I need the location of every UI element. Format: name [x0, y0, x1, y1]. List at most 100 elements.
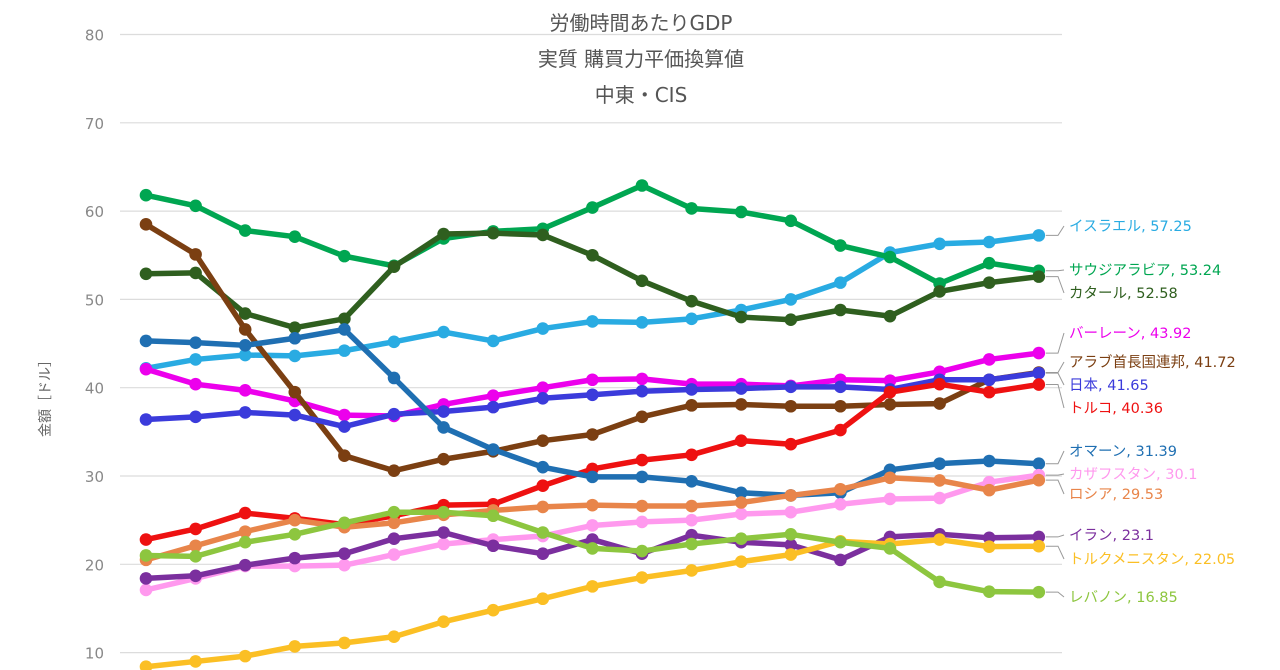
data-point-イラン-8 — [536, 547, 550, 561]
data-point-アラブ首長国連邦-10 — [635, 410, 649, 424]
data-point-日本-13 — [784, 380, 798, 394]
data-point-アラブ首長国連邦-3 — [288, 385, 302, 399]
data-point-アラブ首長国連邦-12 — [734, 398, 748, 411]
data-point-イスラエル-18 — [1032, 229, 1046, 242]
data-point-カザフスタン-16 — [933, 491, 946, 505]
data-point-イスラエル-2 — [238, 348, 252, 362]
leader-line-トルクメニスタン — [1045, 545, 1065, 560]
data-point-カタール-15 — [883, 309, 897, 323]
data-point-サウジアラビア-10 — [635, 179, 649, 192]
data-point-ロシア-12 — [734, 496, 748, 509]
data-point-オマーン-10 — [635, 470, 649, 484]
data-point-トルクメニスタン-18 — [1032, 539, 1046, 553]
data-point-レバノン-16 — [933, 575, 946, 589]
leader-line-イラン — [1045, 534, 1065, 538]
chart-title: 労働時間あたりGDP 実質 購買力平価換算値 中東・CIS — [538, 11, 744, 107]
data-point-カザフスタン-11 — [685, 513, 698, 527]
data-point-バーレーン-18 — [1032, 346, 1046, 360]
data-point-サウジアラビア-11 — [685, 202, 698, 215]
data-point-ロシア-15 — [883, 471, 897, 485]
data-point-オマーン-11 — [685, 474, 698, 488]
data-point-イスラエル-9 — [586, 315, 599, 328]
data-point-レバノン-5 — [387, 505, 401, 519]
series-label-イラン: イラン, 23.1 — [1069, 528, 1154, 544]
data-point-日本-7 — [486, 400, 500, 414]
data-point-カザフスタン-9 — [586, 519, 599, 532]
data-point-トルクメニスタン-0 — [139, 660, 153, 670]
y-tick-label-50: 50 — [85, 291, 104, 309]
data-point-レバノン-17 — [982, 585, 996, 598]
leader-line-ロシア — [1045, 479, 1065, 495]
data-point-サウジアラビア-3 — [288, 230, 302, 244]
data-point-ロシア-10 — [635, 499, 649, 513]
data-point-カタール-18 — [1032, 270, 1046, 283]
data-point-サウジアラビア-13 — [784, 214, 798, 228]
leader-line-カザフスタン — [1045, 473, 1065, 476]
data-point-イラン-17 — [982, 531, 996, 545]
data-point-ロシア-14 — [834, 482, 847, 496]
y-tick-label-40: 40 — [85, 380, 104, 398]
data-point-レバノン-18 — [1032, 585, 1046, 599]
data-point-トルコ-16 — [933, 377, 946, 391]
series-line-トルコ — [143, 381, 1042, 543]
data-point-日本-18 — [1032, 366, 1046, 380]
series-label-ロシア: ロシア, 29.53 — [1069, 487, 1163, 503]
data-point-バーレーン-8 — [536, 381, 550, 395]
data-point-カザフスタン-10 — [635, 515, 649, 529]
series-オマーン — [139, 323, 1046, 502]
data-point-オマーン-2 — [238, 339, 252, 352]
data-point-レバノン-0 — [139, 549, 153, 562]
data-point-カザフスタン-13 — [784, 505, 798, 519]
data-point-ロシア-13 — [784, 489, 798, 502]
data-point-トルクメニスタン-5 — [387, 630, 401, 644]
data-point-カザフスタン-4 — [338, 558, 351, 572]
leader-line-カタール — [1045, 276, 1065, 294]
data-point-サウジアラビア-1 — [189, 199, 202, 213]
data-point-バーレーン-10 — [635, 372, 649, 386]
y-tick-label-30: 30 — [85, 468, 104, 486]
data-point-サウジアラビア-14 — [834, 239, 847, 252]
data-point-トルクメニスタン-11 — [685, 564, 698, 577]
data-point-レバノン-12 — [734, 532, 748, 545]
data-point-トルクメニスタン-1 — [189, 655, 202, 668]
data-point-サウジアラビア-2 — [238, 224, 252, 237]
data-point-トルコ-8 — [536, 479, 550, 493]
data-point-イスラエル-7 — [486, 334, 500, 348]
data-point-トルコ-14 — [834, 423, 847, 437]
data-point-カタール-1 — [189, 266, 202, 280]
data-point-アラブ首長国連邦-0 — [139, 218, 153, 231]
data-point-トルコ-1 — [189, 522, 202, 536]
data-point-レバノン-6 — [437, 505, 450, 519]
data-point-レバノン-9 — [586, 542, 599, 555]
data-point-トルクメニスタン-9 — [586, 580, 599, 593]
data-point-バーレーン-1 — [189, 377, 202, 391]
data-point-バーレーン-9 — [586, 373, 599, 387]
data-point-カタール-5 — [387, 260, 401, 274]
data-point-オマーン-0 — [139, 334, 153, 348]
data-point-日本-8 — [536, 391, 550, 405]
data-point-イスラエル-16 — [933, 237, 946, 251]
data-point-カタール-13 — [784, 313, 798, 327]
data-point-レバノン-4 — [338, 516, 351, 530]
y-tick-label-10: 10 — [85, 645, 104, 663]
data-point-サウジアラビア-17 — [982, 256, 996, 270]
y-tick-label-80: 80 — [85, 27, 104, 45]
data-point-日本-1 — [189, 410, 202, 424]
data-point-アラブ首長国連邦-5 — [387, 464, 401, 478]
data-point-サウジアラビア-15 — [883, 250, 897, 264]
data-point-オマーン-8 — [536, 460, 550, 474]
data-point-日本-0 — [139, 413, 153, 426]
data-point-アラブ首長国連邦-2 — [238, 323, 252, 336]
data-point-カタール-2 — [238, 307, 252, 320]
data-point-トルクメニスタン-4 — [338, 636, 351, 650]
data-point-カタール-3 — [288, 321, 302, 334]
leader-line-トルコ — [1045, 384, 1065, 409]
data-point-イスラエル-14 — [834, 276, 847, 289]
data-point-サウジアラビア-12 — [734, 205, 748, 219]
series-label-オマーン: オマーン, 31.39 — [1069, 444, 1177, 460]
series-label-イスラエル: イスラエル, 57.25 — [1069, 219, 1192, 235]
y-axis-ticks: 80 70 60 50 40 30 20 10 — [85, 27, 104, 663]
data-point-カタール-11 — [685, 294, 698, 308]
series-サウジアラビア — [139, 179, 1046, 290]
data-point-トルコ-15 — [883, 385, 897, 399]
